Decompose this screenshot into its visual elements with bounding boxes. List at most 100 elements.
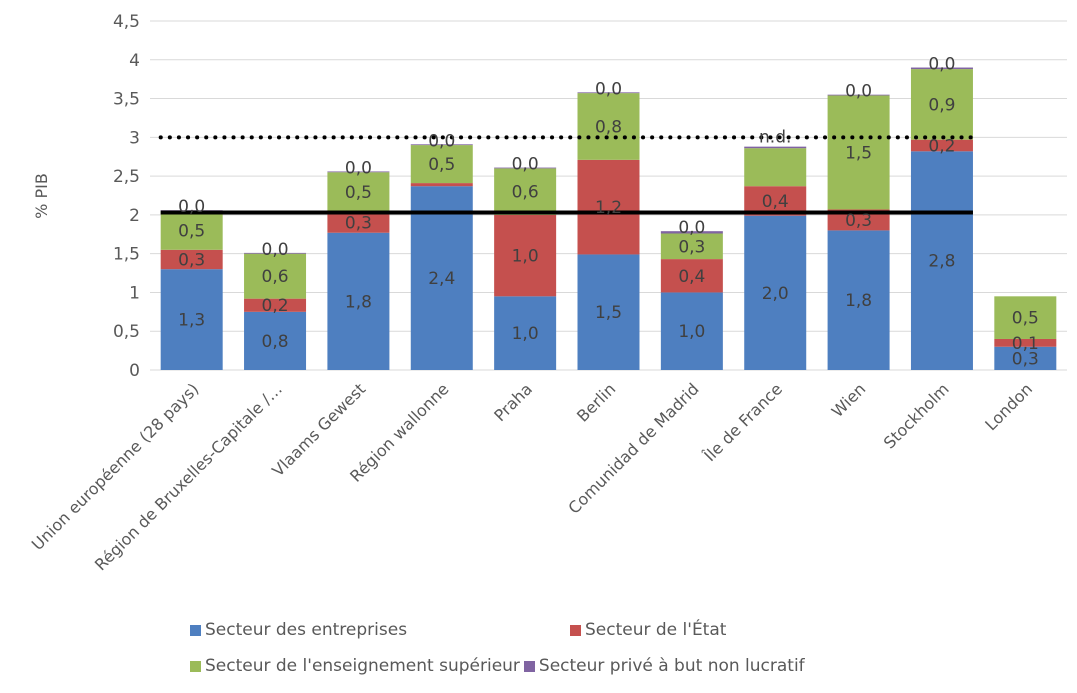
bar-segment (410, 183, 473, 187)
y-axis-ticks: 0 0,5 1 1,5 2 2,5 3 3,5 4 4,5 (113, 12, 140, 381)
bar-segment (327, 172, 390, 212)
x-axis-categories: Union européenne (28 pays)Région de Brux… (28, 379, 1036, 574)
data-label: 0,0 (428, 131, 455, 151)
bar-segment (327, 171, 390, 173)
category-label: Région de Bruxelles-Capitale /… (91, 379, 286, 574)
bar-segment (660, 233, 723, 260)
category-label: London (981, 379, 1036, 434)
bar-segment (494, 168, 557, 215)
category-label: Praha (490, 379, 536, 425)
data-label: 0,8 (595, 117, 622, 137)
category-label: Wien (828, 379, 870, 421)
bar-segment (910, 151, 973, 370)
data-label: 0,0 (262, 240, 289, 260)
legend-swatch-enseignement (190, 660, 201, 672)
legend-label-prive: Secteur privé à but non lucratif (538, 656, 805, 676)
data-label: 0,0 (595, 79, 622, 99)
data-label: 0,0 (845, 82, 872, 102)
legend-item-etat: Secteur de l'État (570, 620, 726, 640)
legend-swatch-etat (570, 624, 581, 636)
y-tick-label: 3,5 (113, 90, 140, 110)
data-label: 1,3 (178, 311, 205, 331)
bar-segment (494, 296, 557, 370)
y-tick-label: 4,5 (113, 12, 140, 32)
bar-segment (660, 231, 723, 234)
category-label: Stockholm (880, 379, 953, 452)
bar-segment (660, 292, 723, 370)
bar-segment (827, 230, 890, 370)
bar-segment (577, 254, 640, 370)
data-label: 1,5 (845, 143, 872, 163)
data-label: 1,0 (678, 322, 705, 342)
y-tick-label: 4 (129, 51, 140, 71)
data-label: 0,5 (428, 155, 455, 175)
bar-segment (994, 338, 1057, 347)
legend-swatch-entreprises (190, 624, 201, 636)
stacked-bar-chart: 00,511,522,533,544,5 % PIB 1,30,30,50,00… (28, 12, 1067, 574)
legend-label-enseignement: Secteur de l'enseignement supérieur (205, 656, 520, 676)
bar-segment (160, 211, 223, 250)
data-label: 0,9 (928, 95, 955, 115)
data-label: 1,0 (512, 247, 539, 267)
bar-segment (827, 209, 890, 231)
bar-segment (827, 94, 890, 96)
bar-segment (744, 215, 807, 370)
y-axis-label: % PIB (32, 173, 51, 219)
bar-segment (577, 92, 640, 94)
bar-segment (160, 249, 223, 270)
data-label: 0,6 (262, 267, 289, 287)
category-label: Berlin (573, 379, 619, 425)
data-label: 0,0 (512, 155, 539, 175)
bar-segment (577, 93, 640, 160)
data-label: 0,5 (345, 183, 372, 203)
data-label: 0,3 (178, 250, 205, 270)
data-label: 0,4 (762, 192, 789, 212)
bar-segment (910, 139, 973, 152)
legend-item-entreprises: Secteur des entreprises (190, 620, 566, 640)
legend-row-1: Secteur des entreprises Secteur de l'Éta… (190, 612, 890, 648)
data-label: 0,5 (178, 221, 205, 241)
data-label: 0,0 (678, 218, 705, 238)
bar-segment (660, 259, 723, 293)
data-label: 0,3 (345, 213, 372, 233)
data-label: 2,0 (762, 284, 789, 304)
category-label: Union européenne (28 pays) (28, 379, 203, 554)
data-label: 0,3 (845, 211, 872, 231)
legend-label-etat: Secteur de l'État (585, 620, 727, 640)
data-label: 0,6 (512, 183, 539, 203)
data-label: 0,3 (678, 237, 705, 257)
y-tick-label: 1,5 (113, 245, 140, 265)
annotation-label: n.d. (759, 128, 791, 148)
bar-segment (994, 346, 1057, 370)
bar-segment (410, 186, 473, 370)
bar-segment (910, 69, 973, 140)
data-label: 0,3 (1012, 349, 1039, 369)
data-label: 0,2 (928, 136, 955, 156)
legend-item-prive: Secteur privé à but non lucratif (523, 656, 805, 676)
data-label: 0,8 (262, 332, 289, 352)
bar-segment (244, 253, 307, 299)
bar-segment (244, 252, 307, 254)
bar-segment (910, 67, 973, 70)
bar-segment (244, 298, 307, 312)
data-label: 1,2 (595, 198, 622, 218)
bar-segment (410, 145, 473, 184)
data-label: 1,8 (845, 291, 872, 311)
data-label: 0,2 (262, 296, 289, 316)
data-label: 0,0 (928, 55, 955, 75)
bar-segment (744, 148, 807, 187)
y-tick-label: 2,5 (113, 167, 140, 187)
y-tick-label: 0 (129, 361, 140, 381)
y-tick-label: 3 (129, 128, 140, 148)
bar-segment (577, 159, 640, 255)
y-tick-label: 0,5 (113, 322, 140, 342)
bar-segment (827, 95, 890, 210)
bar-segment (994, 296, 1057, 339)
data-label: 1,8 (345, 292, 372, 312)
y-tick-label: 2 (129, 206, 140, 226)
bar-segment (744, 146, 807, 149)
data-label: 1,0 (512, 324, 539, 344)
bar-segment (327, 211, 390, 233)
legend-row-2: Secteur de l'enseignement supérieur Sect… (190, 648, 890, 684)
category-label: Île de France (700, 379, 787, 466)
